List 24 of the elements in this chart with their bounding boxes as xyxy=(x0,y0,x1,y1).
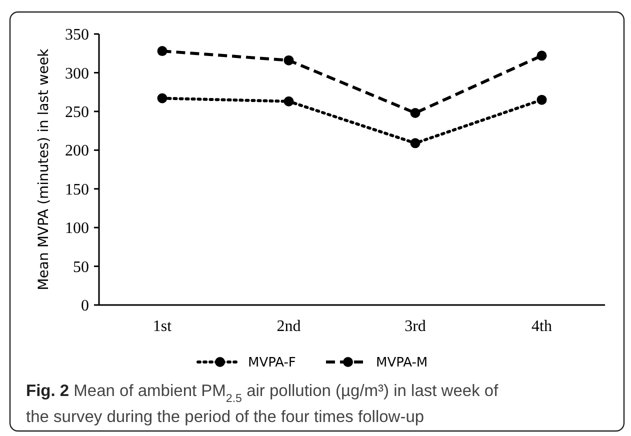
y-tick-label: 150 xyxy=(65,181,89,198)
point xyxy=(536,94,547,105)
point xyxy=(410,108,420,118)
y-tick-label: 300 xyxy=(65,65,89,82)
text: Fig. 2 Mean of ambient PM$_{2.5}$ air pollution (µg/m³) in last week of the survey during the period of the four times follow-up xyxy=(26,382,499,426)
x-tick-label: 2nd xyxy=(276,318,301,335)
point xyxy=(410,138,420,148)
point xyxy=(536,50,547,61)
y-tick-label: 250 xyxy=(65,104,89,122)
x-tick-label: 1st xyxy=(152,318,172,335)
point xyxy=(284,55,294,66)
point xyxy=(157,46,168,56)
legend-label: MVPA-F xyxy=(248,356,296,371)
x-tick-label: 4th xyxy=(532,318,552,335)
y-tick-label: 200 xyxy=(65,142,89,160)
y-tick-label: 100 xyxy=(65,220,89,238)
y-axis-title: Mean MVPA (minutes) in last week xyxy=(36,48,52,290)
y-tick-label: 50 xyxy=(73,258,89,276)
legend-label: MVPA-M xyxy=(376,356,428,371)
point xyxy=(157,93,168,104)
y-tick-label: 350 xyxy=(65,26,89,44)
point xyxy=(284,96,294,106)
x-tick-label: 3rd xyxy=(404,318,426,335)
y-tick-label: 0 xyxy=(81,298,89,315)
